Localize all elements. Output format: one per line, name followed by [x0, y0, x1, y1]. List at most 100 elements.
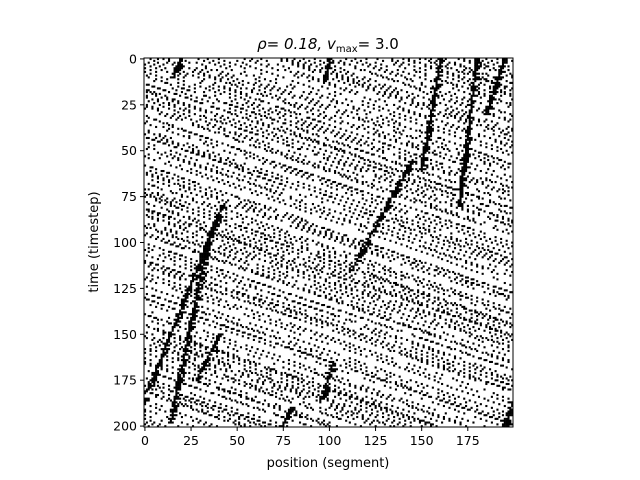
occupied-cell: [236, 212, 239, 215]
occupied-cell: [492, 107, 495, 110]
occupied-cell: [310, 285, 313, 288]
occupied-cell: [298, 193, 302, 196]
occupied-cell: [463, 201, 466, 204]
occupied-cell: [466, 186, 469, 189]
occupied-cell: [297, 225, 300, 228]
occupied-cell: [160, 239, 163, 242]
occupied-cell: [247, 236, 250, 239]
occupied-cell: [468, 127, 471, 130]
occupied-cell: [500, 158, 503, 162]
occupied-cell: [453, 142, 457, 145]
occupied-cell: [407, 83, 410, 86]
occupied-cell: [225, 259, 228, 263]
occupied-cell: [400, 184, 403, 187]
occupied-cell: [356, 133, 359, 136]
occupied-cell: [191, 280, 195, 283]
occupied-cell: [317, 135, 320, 138]
occupied-cell: [217, 300, 220, 303]
occupied-cell: [437, 256, 440, 259]
occupied-cell: [245, 87, 248, 90]
occupied-cell: [492, 157, 495, 160]
occupied-cell: [254, 272, 257, 275]
occupied-cell: [380, 125, 383, 129]
occupied-cell: [363, 212, 366, 215]
occupied-cell: [297, 127, 300, 130]
occupied-cell: [393, 193, 396, 196]
occupied-cell: [180, 208, 183, 211]
occupied-cell: [162, 237, 165, 240]
occupied-cell: [359, 210, 362, 213]
occupied-cell: [339, 136, 342, 140]
occupied-cell: [407, 236, 410, 239]
occupied-cell: [481, 256, 484, 259]
occupied-cell: [394, 195, 398, 198]
occupied-cell: [300, 219, 303, 222]
occupied-cell: [241, 292, 244, 296]
occupied-cell: [450, 204, 453, 207]
occupied-cell: [437, 78, 440, 81]
occupied-cell: [191, 232, 195, 235]
occupied-cell: [382, 212, 385, 215]
occupied-cell: [260, 289, 263, 292]
occupied-cell: [490, 59, 493, 62]
occupied-cell: [465, 151, 468, 154]
occupied-cell: [234, 109, 237, 112]
occupied-cell: [422, 245, 425, 248]
occupied-cell: [267, 276, 270, 279]
occupied-cell: [263, 241, 267, 244]
occupied-cell: [437, 136, 440, 140]
occupied-cell: [398, 195, 401, 198]
occupied-cell: [162, 58, 165, 61]
occupied-cell: [214, 225, 217, 228]
occupied-cell: [295, 113, 298, 116]
occupied-cell: [365, 89, 368, 92]
occupied-cell: [221, 122, 224, 125]
occupied-cell: [289, 114, 292, 117]
occupied-cell: [339, 289, 342, 292]
occupied-cell: [374, 206, 377, 209]
occupied-cell: [308, 291, 311, 294]
occupied-cell: [354, 58, 357, 61]
occupied-cell: [378, 124, 381, 127]
occupied-cell: [400, 98, 403, 101]
occupied-cell: [334, 125, 337, 129]
occupied-cell: [293, 111, 296, 114]
occupied-cell: [182, 70, 185, 73]
occupied-cell: [241, 294, 244, 297]
occupied-cell: [321, 267, 324, 270]
occupied-cell: [402, 234, 405, 237]
occupied-cell: [509, 94, 512, 97]
occupied-cell: [433, 100, 436, 103]
occupied-cell: [441, 70, 444, 73]
occupied-cell: [374, 124, 377, 127]
occupied-cell: [177, 158, 180, 162]
occupied-cell: [206, 177, 209, 180]
occupied-cell: [335, 153, 338, 156]
occupied-cell: [474, 61, 477, 64]
occupied-cell: [466, 280, 469, 283]
occupied-cell: [258, 239, 261, 242]
occupied-cell: [155, 125, 158, 129]
occupied-cell: [304, 206, 307, 209]
occupied-cell: [446, 107, 449, 110]
occupied-cell: [415, 70, 418, 73]
occupied-cell: [317, 142, 320, 145]
occupied-cell: [398, 155, 401, 158]
occupied-cell: [252, 302, 255, 305]
occupied-cell: [234, 63, 237, 66]
occupied-cell: [230, 69, 233, 72]
occupied-cell: [492, 87, 495, 90]
occupied-cell: [444, 190, 447, 193]
occupied-cell: [470, 283, 473, 286]
occupied-cell: [199, 269, 202, 272]
occupied-cell: [203, 151, 206, 154]
occupied-cell: [247, 168, 250, 171]
occupied-cell: [385, 76, 388, 79]
occupied-cell: [503, 223, 506, 226]
occupied-cell: [372, 67, 375, 70]
occupied-cell: [182, 204, 185, 207]
occupied-cell: [275, 133, 278, 136]
occupied-cell: [201, 155, 204, 158]
occupied-cell: [487, 109, 490, 112]
occupied-cell: [169, 190, 172, 193]
